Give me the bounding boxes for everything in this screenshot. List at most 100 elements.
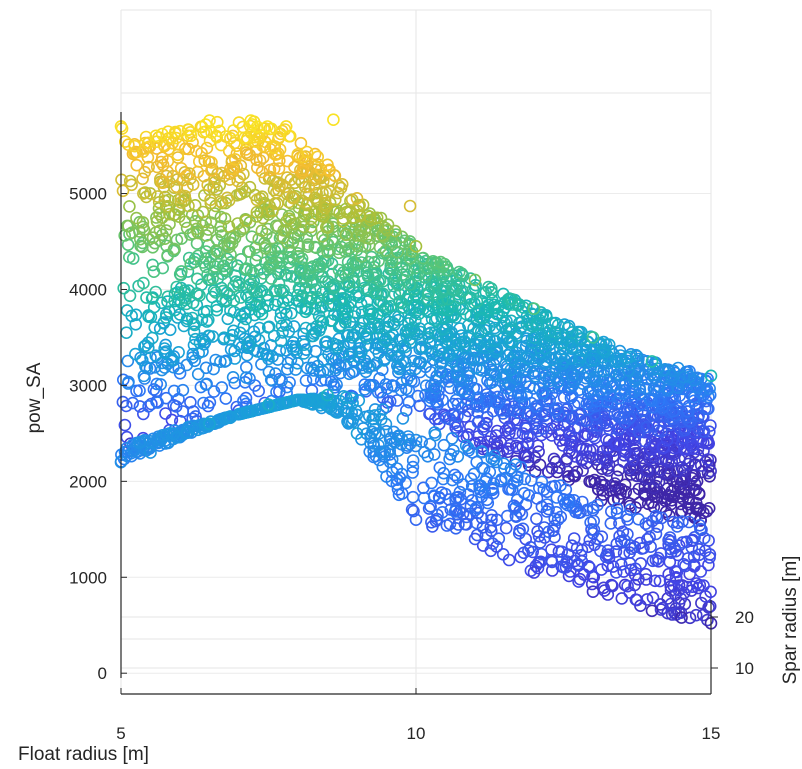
data-point — [655, 511, 669, 525]
data-point — [118, 418, 132, 432]
data-point — [436, 472, 450, 486]
data-point — [595, 478, 609, 492]
data-point — [572, 575, 585, 588]
data-point — [587, 523, 601, 537]
data-point — [678, 452, 692, 465]
data-point — [521, 436, 535, 450]
data-point — [154, 378, 167, 391]
data-point — [653, 574, 667, 588]
data-point — [676, 536, 690, 549]
data-point — [509, 458, 522, 471]
data-point — [681, 410, 695, 424]
data-point — [399, 404, 413, 417]
data-point — [649, 527, 663, 541]
data-point — [327, 378, 340, 392]
data-point — [530, 512, 543, 526]
data-point — [509, 500, 523, 514]
data-point — [500, 509, 514, 523]
data-point — [690, 577, 703, 590]
data-point — [567, 398, 581, 412]
data-point — [176, 383, 190, 397]
data-point — [517, 486, 531, 500]
data-point — [646, 591, 660, 605]
data-point — [522, 380, 536, 394]
data-point — [406, 454, 420, 467]
data-point — [557, 560, 571, 574]
data-point — [403, 199, 417, 213]
data-point — [658, 494, 672, 508]
data-point — [586, 382, 600, 396]
data-point — [583, 475, 596, 488]
data-point — [584, 516, 597, 529]
data-point — [488, 449, 501, 463]
data-point — [664, 597, 678, 611]
data-point — [638, 489, 652, 502]
data-point — [657, 441, 670, 455]
data-point — [689, 608, 703, 622]
data-point — [586, 443, 600, 457]
data-point — [614, 387, 628, 400]
data-point — [467, 467, 481, 481]
data-point — [413, 399, 427, 413]
data-point — [215, 381, 229, 394]
data-point — [327, 113, 340, 126]
data-point — [406, 490, 420, 504]
data-point — [561, 494, 575, 508]
data-point — [484, 544, 498, 558]
data-point — [672, 583, 686, 597]
data-point — [704, 464, 717, 478]
data-point — [451, 507, 464, 521]
data-point — [123, 250, 136, 264]
data-point — [390, 477, 404, 491]
data-point — [641, 464, 654, 478]
data-point — [610, 502, 624, 515]
data-point — [597, 581, 611, 595]
data-point — [429, 381, 443, 395]
data-point — [436, 393, 449, 407]
data-point — [617, 405, 631, 419]
data-point — [623, 461, 637, 475]
data-point — [583, 561, 596, 574]
data-point — [610, 470, 624, 484]
data-point — [533, 536, 547, 549]
data-point — [681, 552, 695, 565]
data-point — [424, 499, 437, 513]
data-point — [564, 438, 578, 452]
data-point — [536, 422, 550, 435]
data-point — [685, 417, 699, 431]
data-point — [116, 184, 130, 198]
data-point — [419, 388, 432, 402]
data-point — [511, 385, 525, 399]
data-point — [601, 559, 615, 573]
data-point — [479, 528, 493, 541]
y-tick-label: 5000 — [69, 185, 107, 204]
data-point — [199, 361, 213, 375]
data-point — [314, 374, 328, 387]
data-point — [537, 521, 551, 534]
data-point — [358, 378, 372, 391]
data-point — [583, 533, 597, 547]
data-point — [330, 378, 343, 392]
data-point — [542, 465, 555, 479]
data-point — [540, 498, 554, 511]
data-point — [545, 429, 559, 442]
y-axis-label: pow_SA — [24, 362, 45, 433]
data-point — [535, 475, 549, 489]
data-point — [123, 289, 137, 303]
data-point — [470, 516, 484, 530]
data-point — [460, 510, 473, 524]
data-point — [547, 452, 561, 466]
data-point — [383, 395, 397, 408]
data-point — [569, 450, 583, 463]
data-point — [669, 408, 683, 422]
data-point — [473, 479, 486, 492]
data-point — [632, 482, 646, 496]
data-point — [617, 565, 631, 578]
data-point — [492, 532, 506, 546]
data-point — [521, 407, 534, 421]
z-tick-label: 10 — [735, 659, 754, 678]
data-point — [610, 537, 624, 551]
data-point — [133, 400, 147, 413]
data-point — [663, 531, 677, 544]
data-point — [499, 521, 513, 535]
